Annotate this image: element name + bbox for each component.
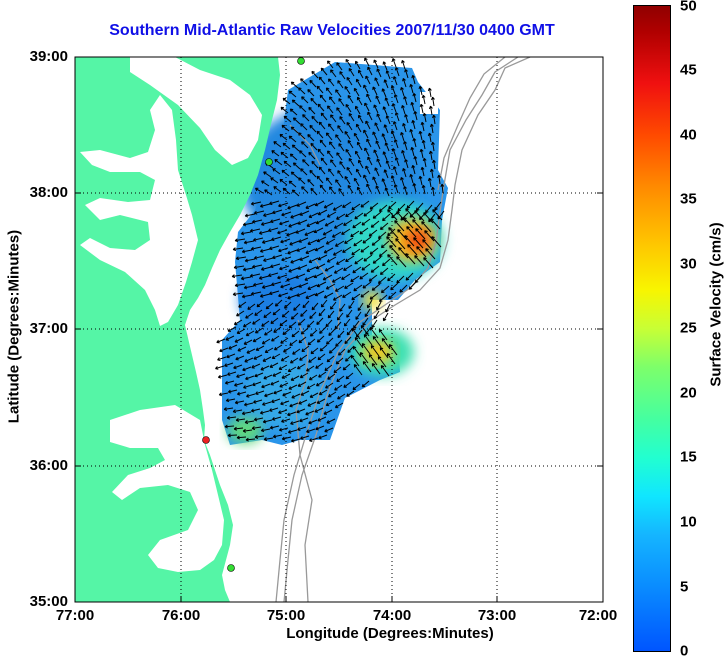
x-tick-label: 77:00 — [56, 607, 94, 624]
colorbar-tick-label: 10 — [680, 514, 697, 531]
colorbar — [633, 5, 671, 652]
radar-station-marker — [298, 58, 305, 65]
x-tick-label: 75:00 — [267, 607, 305, 624]
radar-station-marker — [203, 437, 210, 444]
radar-station-marker — [266, 159, 273, 166]
x-tick-label: 74:00 — [373, 607, 411, 624]
y-tick-label: 39:00 — [30, 48, 68, 65]
colorbar-tick-label: 15 — [680, 449, 697, 466]
radar-station-marker — [228, 565, 235, 572]
colorbar-tick-label: 45 — [680, 62, 697, 79]
x-tick-label: 76:00 — [162, 607, 200, 624]
x-axis-title: Longitude (Degrees:Minutes) — [190, 625, 590, 642]
velocity-map — [0, 0, 633, 659]
colorbar-tick-label: 40 — [680, 127, 697, 144]
colorbar-tick-label: 5 — [680, 579, 688, 596]
colorbar-tick-label: 50 — [680, 0, 697, 15]
colorbar-tick-label: 35 — [680, 191, 697, 208]
colorbar-tick-label: 25 — [680, 320, 697, 337]
y-tick-label: 36:00 — [30, 457, 68, 474]
y-tick-label: 37:00 — [30, 320, 68, 337]
x-tick-label: 72:00 — [579, 607, 617, 624]
x-tick-label: 73:00 — [478, 607, 516, 624]
y-tick-label: 38:00 — [30, 184, 68, 201]
y-axis-title: Latitude (Degrees:Minutes) — [6, 217, 23, 437]
colorbar-title: Surface Velocity (cm/s) — [708, 195, 724, 415]
colorbar-tick-label: 30 — [680, 256, 697, 273]
colorbar-tick-label: 20 — [680, 385, 697, 402]
colorbar-tick-label: 0 — [680, 643, 688, 660]
